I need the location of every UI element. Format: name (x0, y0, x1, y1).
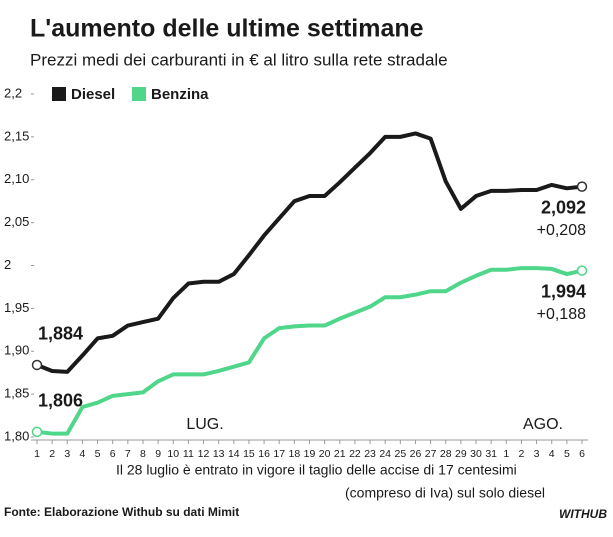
value-label: 1,994 (541, 281, 586, 301)
note: (compreso di Iva) sul solo diesel (345, 485, 545, 501)
chart-subtitle: Prezzi medi dei carburanti in € al litro… (30, 50, 448, 69)
x-tick-label: 4 (549, 448, 555, 460)
legend-swatch (132, 87, 146, 101)
x-tick-label: 2 (49, 448, 55, 460)
x-tick-label: 16 (258, 448, 270, 460)
change-label: +0,188 (537, 306, 586, 323)
x-tick-label: 8 (140, 448, 146, 460)
y-tick-label: 1,95 (4, 300, 29, 315)
x-tick-label: 21 (334, 448, 346, 460)
y-tick-label: 2,2 (4, 85, 22, 100)
source: Fonte: Elaborazione Withub su dati Mimit (4, 505, 239, 519)
x-tick-label: 5 (95, 448, 101, 460)
y-tick-label: 2,15 (4, 128, 29, 143)
month-label: LUG. (186, 416, 223, 433)
chart-title: L'aumento delle ultime settimane (30, 15, 424, 43)
x-tick-label: 10 (167, 448, 179, 460)
x-tick-label: 13 (213, 448, 225, 460)
legend-label: Diesel (71, 86, 115, 103)
line (36, 131, 583, 374)
line (36, 266, 583, 436)
x-tick-label: 1 (34, 448, 40, 460)
x-tick-label: 26 (410, 448, 422, 460)
value-label: 1,806 (38, 391, 83, 411)
x-tick-label: 20 (319, 448, 331, 460)
x-tick-label: 3 (64, 448, 70, 460)
x-tick-label: 31 (485, 448, 497, 460)
x-tick-label: 6 (110, 448, 116, 460)
x-tick-label: 14 (228, 448, 240, 460)
legend-label: Benzina (151, 86, 209, 103)
x-tick-label: 2 (519, 448, 525, 460)
x-tick-label: 19 (304, 448, 316, 460)
x-tick-label: 23 (364, 448, 376, 460)
x-tick-label: 24 (379, 448, 391, 460)
value-label: 1,884 (38, 324, 83, 344)
legend-swatch (52, 87, 66, 101)
x-tick-label: 6 (579, 448, 585, 460)
x-tick-label: 7 (125, 448, 131, 460)
x-tick-label: 1 (503, 448, 509, 460)
end-point (576, 265, 588, 276)
y-tick-label: 2,05 (4, 214, 29, 229)
x-tick-label: 9 (155, 448, 161, 460)
x-tick-label: 22 (349, 448, 361, 460)
x-tick-label: 28 (440, 448, 452, 460)
x-tick-label: 11 (183, 448, 194, 460)
y-tick-label: 1,85 (4, 386, 29, 401)
x-tick-label: 4 (79, 448, 85, 460)
y-tick-label: 1,90 (4, 343, 29, 358)
y-tick-label: 1,80 (4, 428, 29, 443)
x-tick-label: 29 (455, 448, 467, 460)
x-tick-label: 27 (425, 448, 437, 460)
x-tick-label: 15 (243, 448, 255, 460)
change-label: +0,208 (537, 222, 586, 239)
note: Il 28 luglio è entrato in vigore il tagl… (116, 462, 517, 478)
x-tick-label: 12 (198, 448, 210, 460)
month-label: AGO. (523, 416, 563, 433)
x-tick-label: 30 (470, 448, 482, 460)
x-tick-label: 5 (564, 448, 570, 460)
y-tick-label: 2,10 (4, 171, 29, 186)
x-tick-label: 17 (273, 448, 285, 460)
value-label: 2,092 (541, 197, 586, 217)
x-tick-label: 3 (534, 448, 540, 460)
y-tick-label: 2 (4, 257, 11, 272)
x-tick-label: 18 (289, 448, 301, 460)
end-point (31, 359, 43, 371)
end-point (31, 426, 43, 438)
x-tick-label: 25 (394, 448, 406, 460)
logo: WITHUB (559, 507, 607, 521)
end-point (576, 181, 588, 192)
